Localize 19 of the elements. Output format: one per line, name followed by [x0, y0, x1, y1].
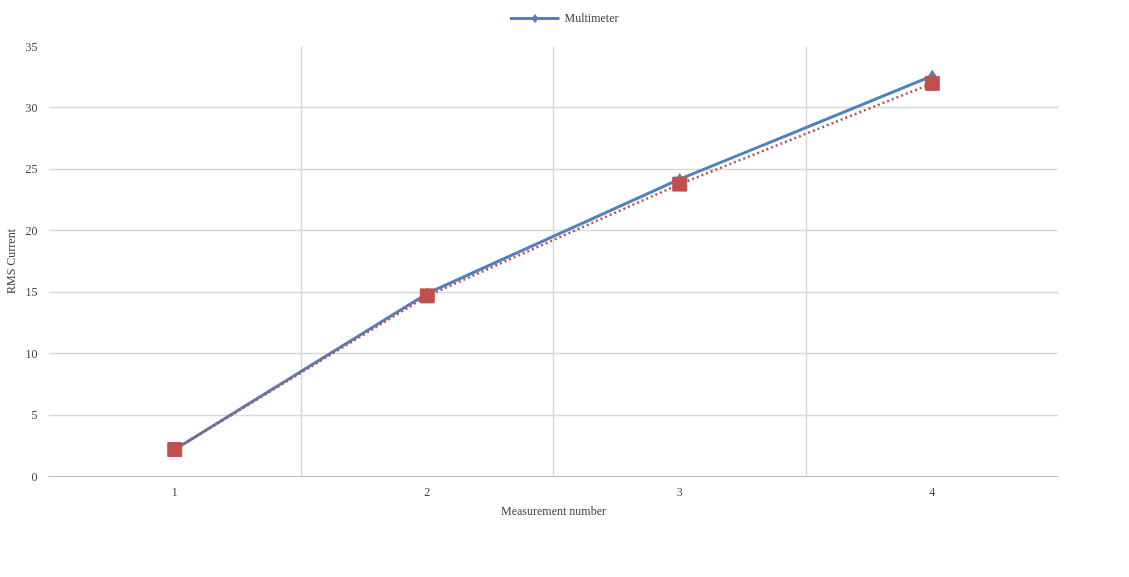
- y-tick-label: 20: [25, 223, 38, 238]
- y-tick-label: 5: [31, 408, 38, 423]
- y-axis-title: RMS Current: [3, 228, 18, 294]
- y-tick-label: 0: [31, 469, 38, 484]
- point: [419, 288, 435, 304]
- y-tick-label: 25: [25, 162, 38, 177]
- point: [924, 75, 940, 91]
- point: [672, 176, 688, 192]
- legend-label: Multimeter: [564, 10, 619, 26]
- y-tick-label: 10: [25, 346, 38, 361]
- y-tick-label: 30: [25, 100, 38, 115]
- y-tick-label: 35: [25, 39, 38, 54]
- x-axis-title: Measurement number: [501, 503, 606, 518]
- x-tick-label: 2: [424, 484, 431, 499]
- point: [167, 441, 183, 457]
- x-tick-label: 1: [171, 484, 178, 499]
- x-tick-label: 4: [929, 484, 936, 499]
- y-tick-label: 15: [25, 285, 38, 300]
- x-tick-label: 3: [676, 484, 683, 499]
